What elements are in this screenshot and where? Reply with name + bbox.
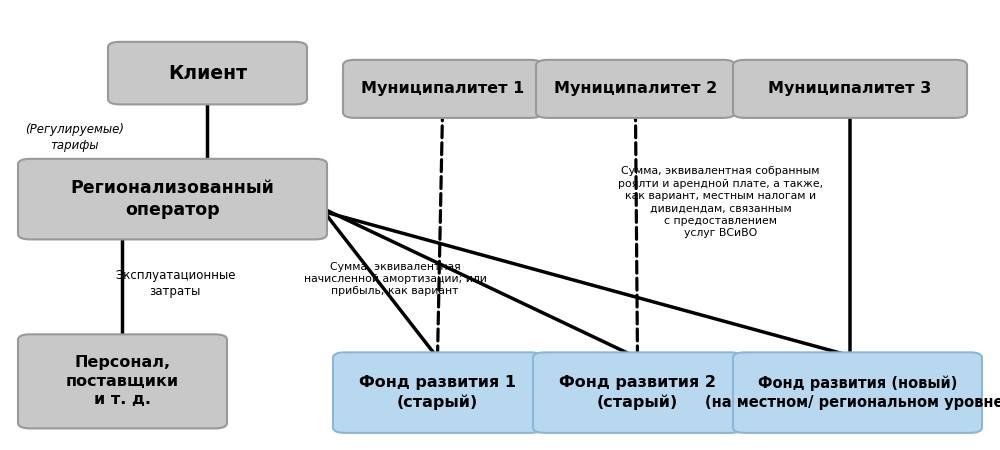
Text: Регионализованный
оператор: Регионализованный оператор: [71, 179, 274, 219]
FancyBboxPatch shape: [343, 60, 542, 118]
Text: Клиент: Клиент: [168, 63, 247, 83]
FancyBboxPatch shape: [733, 352, 982, 433]
Text: Муниципалитет 2: Муниципалитет 2: [554, 81, 717, 96]
FancyBboxPatch shape: [18, 159, 327, 239]
FancyBboxPatch shape: [108, 42, 307, 104]
FancyBboxPatch shape: [733, 60, 967, 118]
Text: Фонд развития 1
(старый): Фонд развития 1 (старый): [359, 375, 516, 410]
Text: Персонал,
поставщики
и т. д.: Персонал, поставщики и т. д.: [66, 356, 179, 408]
Text: Муниципалитет 3: Муниципалитет 3: [768, 81, 932, 96]
FancyBboxPatch shape: [333, 352, 542, 433]
Text: Фонд развития (новый)
(на местном/ региональном уровне): Фонд развития (новый) (на местном/ регио…: [705, 376, 1000, 410]
Text: Муниципалитет 1: Муниципалитет 1: [361, 81, 524, 96]
FancyBboxPatch shape: [18, 334, 227, 428]
Text: Фонд развития 2
(старый): Фонд развития 2 (старый): [559, 375, 716, 410]
Text: (Регулируемые)
тарифы: (Регулируемые) тарифы: [25, 123, 124, 152]
Text: Сумма, эквивалентная
начисленной амортизации; или
прибыль, как вариант: Сумма, эквивалентная начисленной амортиз…: [304, 261, 486, 297]
Text: Эксплуатационные
затраты: Эксплуатационные затраты: [115, 269, 236, 298]
FancyBboxPatch shape: [533, 352, 742, 433]
Text: Сумма, эквивалентная собранным
роялти и арендной плате, а также,
как вариант, ме: Сумма, эквивалентная собранным роялти и …: [618, 166, 823, 238]
FancyBboxPatch shape: [536, 60, 735, 118]
